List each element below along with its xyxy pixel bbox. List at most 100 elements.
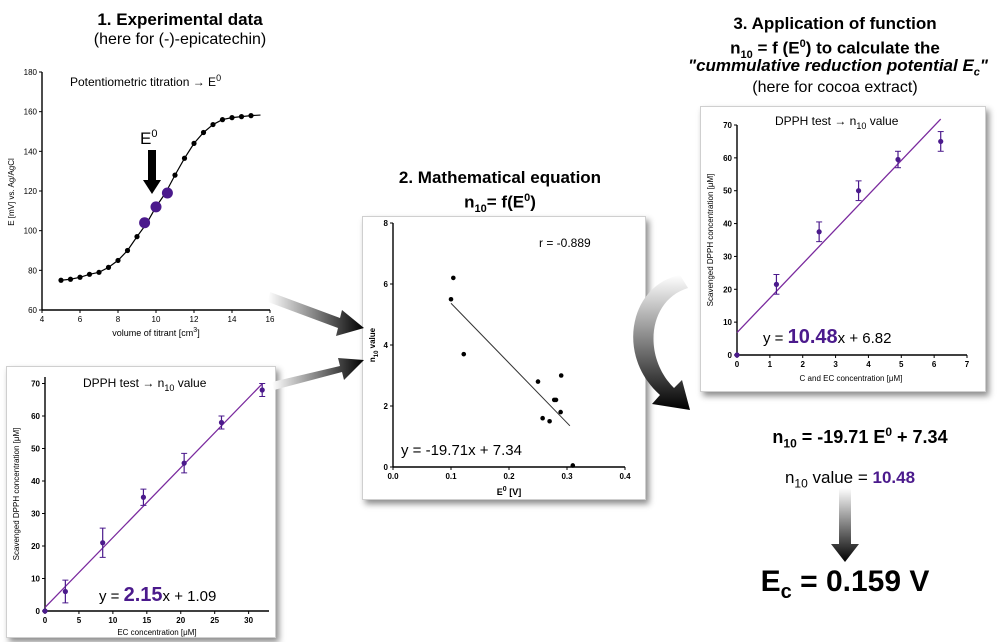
y-tick-label: 160 bbox=[24, 108, 38, 117]
section3-subtitle: (here for cocoa extract) bbox=[752, 79, 918, 96]
y-axis-label: E [mV] vs. Ag/AgCl bbox=[7, 158, 16, 226]
y-tick-label: 4 bbox=[384, 341, 389, 350]
result-n10-value: n10 value = 10.48 bbox=[784, 468, 916, 491]
data-point bbox=[181, 460, 187, 466]
n10-vs-e0-chart: 0.0 0.1 0.2 0.3 0.4 0 2 4 6 8 r = -0.889 y = -19.71… bbox=[368, 219, 631, 497]
data-point bbox=[553, 397, 559, 403]
data-point bbox=[115, 257, 121, 264]
x-tick-label: 0.4 bbox=[619, 472, 631, 481]
x-tick-label: 30 bbox=[244, 616, 253, 625]
x-tick-label: 25 bbox=[210, 616, 219, 625]
x-axis-label: C and EC concentration [μM] bbox=[800, 374, 903, 383]
section2-subtitle: n10= f(E0) bbox=[464, 192, 536, 216]
y-axis-label: n10 value bbox=[368, 327, 380, 362]
data-point bbox=[219, 117, 226, 123]
down-arrow-icon bbox=[831, 488, 859, 562]
data-point bbox=[100, 540, 106, 546]
arrow-right-up-icon bbox=[272, 358, 364, 390]
dpph-ec-chart-panel: 0 5 10 15 20 25 30 0 10 20 30 40 50 60 70 DPPH test → n… bbox=[6, 366, 276, 638]
x-tick-label: 16 bbox=[266, 315, 275, 324]
data-point bbox=[547, 418, 552, 424]
x-tick-label: 12 bbox=[190, 315, 199, 324]
x-tick-label: 7 bbox=[965, 360, 970, 369]
y-tick-label: 60 bbox=[723, 154, 732, 163]
data-point bbox=[570, 463, 576, 468]
y-axis-label: Scavenged DPPH concentration [μM] bbox=[12, 428, 21, 561]
dpph-ec-chart: 0 5 10 15 20 25 30 0 10 20 30 40 50 60 70 DPPH test → n… bbox=[12, 376, 269, 637]
correlation-annotation: r = -0.889 bbox=[539, 236, 591, 250]
x-tick-label: 5 bbox=[77, 616, 82, 625]
data-point bbox=[540, 415, 545, 421]
x-tick-label: 4 bbox=[866, 360, 871, 369]
data-point bbox=[67, 276, 74, 282]
y-tick-label: 10 bbox=[31, 575, 40, 584]
data-point bbox=[558, 409, 563, 415]
data-point bbox=[134, 234, 140, 240]
data-point bbox=[124, 247, 131, 254]
y-tick-label: 80 bbox=[28, 266, 37, 275]
data-point bbox=[816, 229, 822, 235]
titration-chart-panel: 4 6 8 10 12 14 16 60 80 100 120 140 160 180 Potentiome… bbox=[0, 62, 278, 347]
highlight-point bbox=[150, 201, 162, 213]
y-tick-label: 70 bbox=[31, 380, 40, 389]
result-ec: Ec = 0.159 V bbox=[760, 565, 930, 603]
y-tick-label: 60 bbox=[31, 412, 40, 421]
y-tick-label: 2 bbox=[384, 402, 389, 411]
data-point bbox=[200, 129, 207, 136]
y-tick-label: 120 bbox=[24, 187, 38, 196]
titration-chart: 4 6 8 10 12 14 16 60 80 100 120 140 160 180 Potentiome… bbox=[7, 68, 275, 338]
x-tick-label: 14 bbox=[228, 315, 237, 324]
y-tick-label: 100 bbox=[24, 227, 38, 236]
y-tick-label: 70 bbox=[723, 121, 732, 130]
highlight-point bbox=[139, 217, 151, 229]
data-point bbox=[461, 351, 467, 357]
data-point bbox=[191, 140, 197, 146]
y-tick-label: 50 bbox=[723, 187, 732, 196]
data-point bbox=[229, 115, 235, 121]
data-point bbox=[86, 271, 93, 277]
data-point bbox=[535, 379, 541, 384]
chart-annotation: DPPH test → n10 value bbox=[83, 376, 207, 393]
curved-arrow-icon bbox=[633, 275, 690, 410]
data-point bbox=[238, 114, 245, 120]
y-tick-label: 30 bbox=[723, 252, 732, 261]
x-tick-label: 0.3 bbox=[561, 472, 573, 481]
x-tick-label: 3 bbox=[833, 360, 838, 369]
y-tick-label: 60 bbox=[28, 306, 37, 315]
y-tick-label: 20 bbox=[31, 542, 40, 551]
data-point bbox=[259, 387, 265, 393]
series-line bbox=[60, 114, 261, 281]
data-point bbox=[96, 269, 102, 275]
data-point bbox=[734, 352, 740, 358]
section2-title: 2. Mathematical equation bbox=[398, 168, 602, 187]
data-point bbox=[451, 275, 456, 281]
x-tick-label: 10 bbox=[108, 616, 117, 625]
x-tick-label: 0 bbox=[43, 616, 48, 625]
section3-line3: "cummulative reduction potential Ec" bbox=[688, 56, 988, 79]
section1-subtitle: (here for (-)-epicatechin) bbox=[93, 31, 267, 48]
data-point bbox=[62, 588, 68, 595]
data-point bbox=[210, 121, 216, 128]
x-tick-label: 6 bbox=[78, 315, 83, 324]
data-point bbox=[558, 373, 564, 378]
dpph-cocoa-chart-panel: 0 1 2 3 4 5 6 7 0 10 20 30 40 50 60 70 DPPH test → n10 v… bbox=[700, 106, 986, 392]
x-tick-label: 20 bbox=[176, 616, 185, 625]
chart-annotation: DPPH test → n10 value bbox=[775, 114, 899, 131]
section3-title: 3. Application of function bbox=[733, 14, 937, 33]
data-point bbox=[42, 608, 48, 614]
fit-equation: y = 2.15x + 1.09 bbox=[99, 584, 216, 606]
y-tick-label: 8 bbox=[384, 219, 389, 228]
data-point bbox=[181, 155, 188, 161]
y-tick-label: 10 bbox=[723, 318, 732, 327]
section1-title: 1. Experimental data bbox=[97, 10, 263, 29]
n10-vs-e0-chart-panel: 0.0 0.1 0.2 0.3 0.4 0 2 4 6 8 r = -0.889 y = -19.71… bbox=[362, 216, 646, 500]
fit-line bbox=[450, 302, 571, 427]
x-tick-label: 10 bbox=[152, 315, 161, 324]
data-point bbox=[773, 281, 780, 287]
x-tick-label: 6 bbox=[932, 360, 937, 369]
data-point bbox=[77, 274, 83, 280]
result-equation: n10 = -19.71 E0 + 7.34 bbox=[772, 425, 948, 451]
e0-marker-label: E0 bbox=[140, 128, 157, 148]
y-tick-label: 0 bbox=[384, 463, 389, 472]
